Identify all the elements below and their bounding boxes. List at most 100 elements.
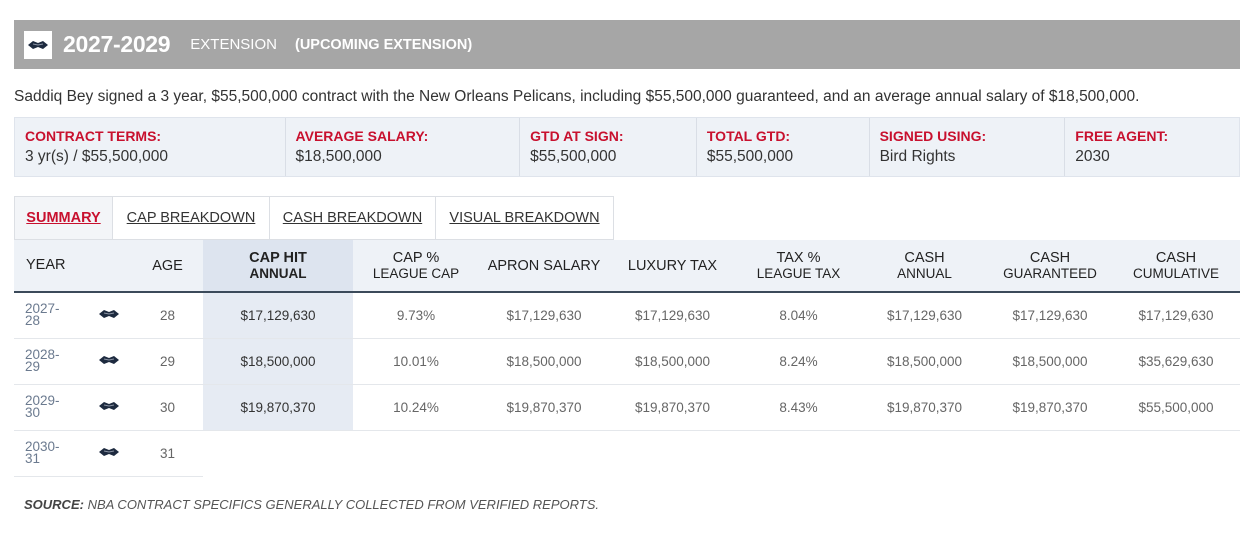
team-logo-cell (86, 338, 132, 385)
season-link[interactable]: 2028- 29 (25, 348, 60, 374)
cash-annual-cell: $19,870,370 (861, 384, 988, 431)
season-start: 2027- (25, 301, 60, 316)
col-label-bottom: LEAGUE CAP (372, 265, 460, 281)
cap-pct-cell: 10.01% (353, 338, 479, 385)
tab-summary[interactable]: SUMMARY (15, 197, 113, 239)
term-label: FREE AGENT: (1075, 128, 1169, 144)
source-text: NBA CONTRACT SPECIFICS GENERALLY COLLECT… (83, 497, 600, 512)
term-value: 2030 (1075, 148, 1110, 165)
term-gtd-at-sign: GTD AT SIGN: $55,500,000 (520, 118, 697, 176)
breakdown-tabs: SUMMARY CAP BREAKDOWN CASH BREAKDOWN VIS… (14, 196, 614, 240)
pelicans-logo-icon (99, 356, 119, 364)
season-start: 2030- (25, 439, 60, 454)
pelicans-logo-icon (99, 402, 119, 410)
pelicans-logo-icon (99, 310, 119, 318)
empty-cell (203, 431, 353, 477)
col-label-top: CAP % (392, 249, 440, 266)
cap-hit-cell: $18,500,000 (203, 338, 353, 385)
table-row: 2028- 29 29 $18,500,000 10.01% $18,500,00… (14, 338, 1240, 385)
col-label-bottom: CUMULATIVE (1132, 265, 1219, 281)
cash-cumulative-cell: $55,500,000 (1112, 384, 1240, 431)
empty-cell (861, 431, 988, 477)
term-contract-terms: CONTRACT TERMS: 3 yr(s) / $55,500,000 (15, 118, 286, 176)
col-luxury-label: LUXURY TAX (627, 257, 718, 274)
season-end: 28 (25, 313, 41, 328)
age-cell: 29 (132, 338, 203, 385)
apron-cell: $17,129,630 (479, 292, 609, 339)
team-logo-cell (86, 292, 132, 339)
season-end: 29 (25, 359, 41, 374)
term-value: $55,500,000 (706, 148, 794, 165)
empty-cell (1112, 431, 1240, 477)
tab-visual-breakdown[interactable]: VISUAL BREAKDOWN (449, 210, 600, 226)
col-cash-guaranteed: CASH GUARANTEED (988, 240, 1112, 293)
term-label: AVERAGE SALARY: (295, 128, 429, 144)
table-row: 2027- 28 28 $17,129,630 9.73% $17,129,630… (14, 292, 1240, 339)
tax-pct-cell: 8.04% (736, 292, 861, 339)
luxury-cell: $19,870,370 (609, 384, 736, 431)
contract-summary: Saddiq Bey signed a 3 year, $55,500,000 … (14, 88, 1140, 105)
age-cell: 30 (132, 384, 203, 431)
empty-cell (988, 431, 1112, 477)
pelicans-logo-icon (24, 30, 52, 59)
season-end: 31 (25, 451, 41, 466)
term-label: CONTRACT TERMS: (25, 128, 162, 144)
season-link[interactable]: 2027- 28 (25, 301, 60, 328)
table-row: 2030- 31 31 (14, 430, 1240, 477)
col-label-top: CASH (1029, 249, 1071, 266)
empty-cell (736, 431, 861, 477)
year-cell: 2030- 31 (14, 430, 86, 477)
tab-cash-breakdown[interactable]: CASH BREAKDOWN (270, 197, 436, 239)
col-logo (86, 240, 132, 293)
term-value: $18,500,000 (295, 148, 382, 165)
col-tax-pct: TAX % LEAGUE TAX (736, 240, 861, 293)
col-age-label: AGE (152, 257, 183, 274)
year-cell: 2027- 28 (14, 292, 86, 339)
term-value: Bird Rights (879, 148, 956, 165)
term-free-agent: FREE AGENT: 2030 (1065, 118, 1239, 176)
cap-pct-cell: 10.24% (353, 384, 479, 431)
luxury-cell: $18,500,000 (609, 338, 736, 385)
col-cash-annual: CASH ANNUAL (861, 240, 988, 293)
pelicans-logo-icon (99, 448, 119, 456)
source-note: SOURCE: NBA CONTRACT SPECIFICS GENERALLY… (24, 497, 599, 512)
contract-table: YEAR AGE CAP HIT ANNUAL CAP % LEAGUE CAP A… (14, 240, 1240, 477)
empty-cell (353, 431, 479, 477)
col-age: AGE (132, 240, 203, 293)
col-label-bottom: GUARANTEED (1003, 265, 1097, 281)
col-cap-hit: CAP HIT ANNUAL (203, 240, 353, 293)
tab-cap-breakdown[interactable]: CAP BREAKDOWN (113, 197, 270, 239)
cap-hit-cell: $17,129,630 (203, 292, 353, 339)
contract-table-wrap: YEAR AGE CAP HIT ANNUAL CAP % LEAGUE CAP A… (14, 240, 1240, 477)
term-label: TOTAL GTD: (706, 128, 791, 144)
luxury-cell: $17,129,630 (609, 292, 736, 339)
col-label-top: TAX % (776, 249, 821, 266)
apron-cell: $18,500,000 (479, 338, 609, 385)
season-link[interactable]: 2030- 31 (25, 439, 60, 466)
age-cell: 31 (132, 430, 203, 477)
term-value: $55,500,000 (530, 148, 617, 165)
term-value: 3 yr(s) / $55,500,000 (25, 148, 169, 165)
col-apron: APRON SALARY (479, 240, 609, 293)
season-link[interactable]: 2029- 30 (25, 394, 60, 420)
col-year: YEAR (14, 240, 86, 293)
cap-hit-cell: $19,870,370 (203, 384, 353, 431)
contract-status: (UPCOMING EXTENSION) (294, 36, 473, 53)
cash-guaranteed-cell: $17,129,630 (988, 292, 1112, 339)
source-label: SOURCE: (24, 497, 84, 512)
cash-annual-cell: $18,500,000 (861, 338, 988, 385)
col-cap-pct: CAP % LEAGUE CAP (353, 240, 479, 293)
year-cell: 2028- 29 (14, 338, 86, 385)
col-label-bottom: ANNUAL (897, 265, 952, 281)
col-label-bottom: ANNUAL (249, 265, 307, 281)
cash-cumulative-cell: $35,629,630 (1112, 338, 1240, 385)
contract-terms-bar: CONTRACT TERMS: 3 yr(s) / $55,500,000 AV… (14, 117, 1240, 177)
tax-pct-cell: 8.43% (736, 384, 861, 431)
cash-cumulative-cell: $17,129,630 (1112, 292, 1240, 339)
contract-type: EXTENSION (190, 36, 277, 53)
contract-header: 2027-2029 EXTENSION (UPCOMING EXTENSION) (14, 20, 1240, 69)
cash-annual-cell: $17,129,630 (861, 292, 988, 339)
cash-guaranteed-cell: $19,870,370 (988, 384, 1112, 431)
age-cell: 28 (132, 292, 203, 339)
year-cell: 2029- 30 (14, 384, 86, 431)
